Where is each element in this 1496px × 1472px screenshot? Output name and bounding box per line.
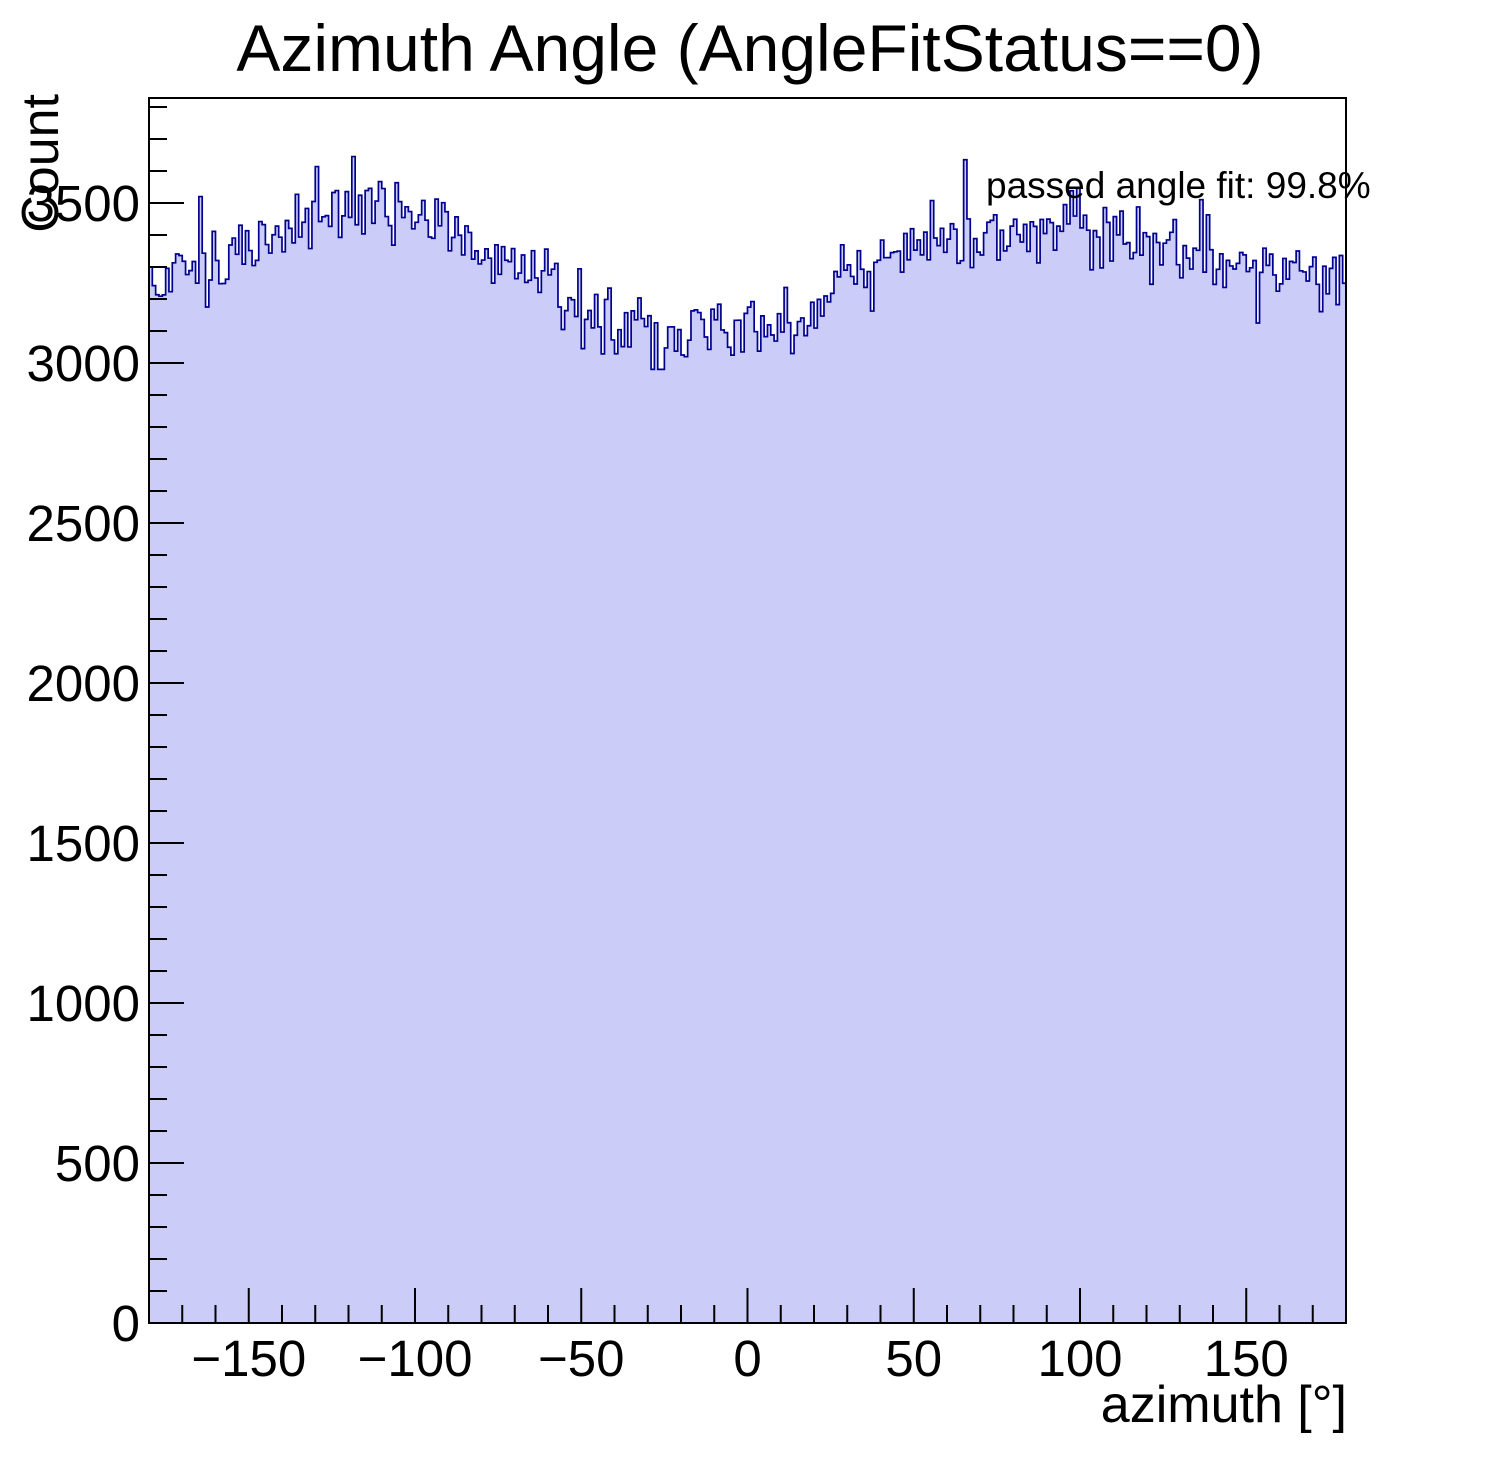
x-tick-label: 150 bbox=[1204, 1330, 1289, 1387]
y-tick-label: 500 bbox=[55, 1135, 140, 1192]
y-axis-title: Count bbox=[12, 93, 70, 232]
y-tick-label: 3500 bbox=[27, 175, 140, 232]
y-tick-label: 2500 bbox=[27, 495, 140, 552]
chart-title: Azimuth Angle (AngleFitStatus==0) bbox=[236, 11, 1263, 85]
annotation-passed-angle-fit: passed angle fit: 99.8% bbox=[986, 165, 1371, 206]
y-tick-label: 2000 bbox=[27, 655, 140, 712]
histogram-outline bbox=[149, 155, 1346, 371]
x-tick-label: 0 bbox=[733, 1330, 761, 1387]
plot-content: 0 500 1000 1500 2000 2500 3000 3500 −150 −100 −50 0… bbox=[27, 105, 1346, 1387]
x-tick-label: 100 bbox=[1037, 1330, 1122, 1387]
y-tick-label: 1500 bbox=[27, 815, 140, 872]
plot-frame bbox=[148, 97, 1347, 1324]
x-tick-label: −150 bbox=[191, 1330, 306, 1387]
x-axis-title: azimuth [°] bbox=[1101, 1376, 1347, 1434]
y-tick-label: 1000 bbox=[27, 975, 140, 1032]
x-tick-label: −50 bbox=[538, 1330, 625, 1387]
y-tick-label: 3000 bbox=[27, 335, 140, 392]
x-tick-label: 50 bbox=[885, 1330, 942, 1387]
y-tick-label: 0 bbox=[112, 1295, 140, 1352]
x-tick-label: −100 bbox=[358, 1330, 473, 1387]
histogram-fill bbox=[149, 156, 1346, 1323]
